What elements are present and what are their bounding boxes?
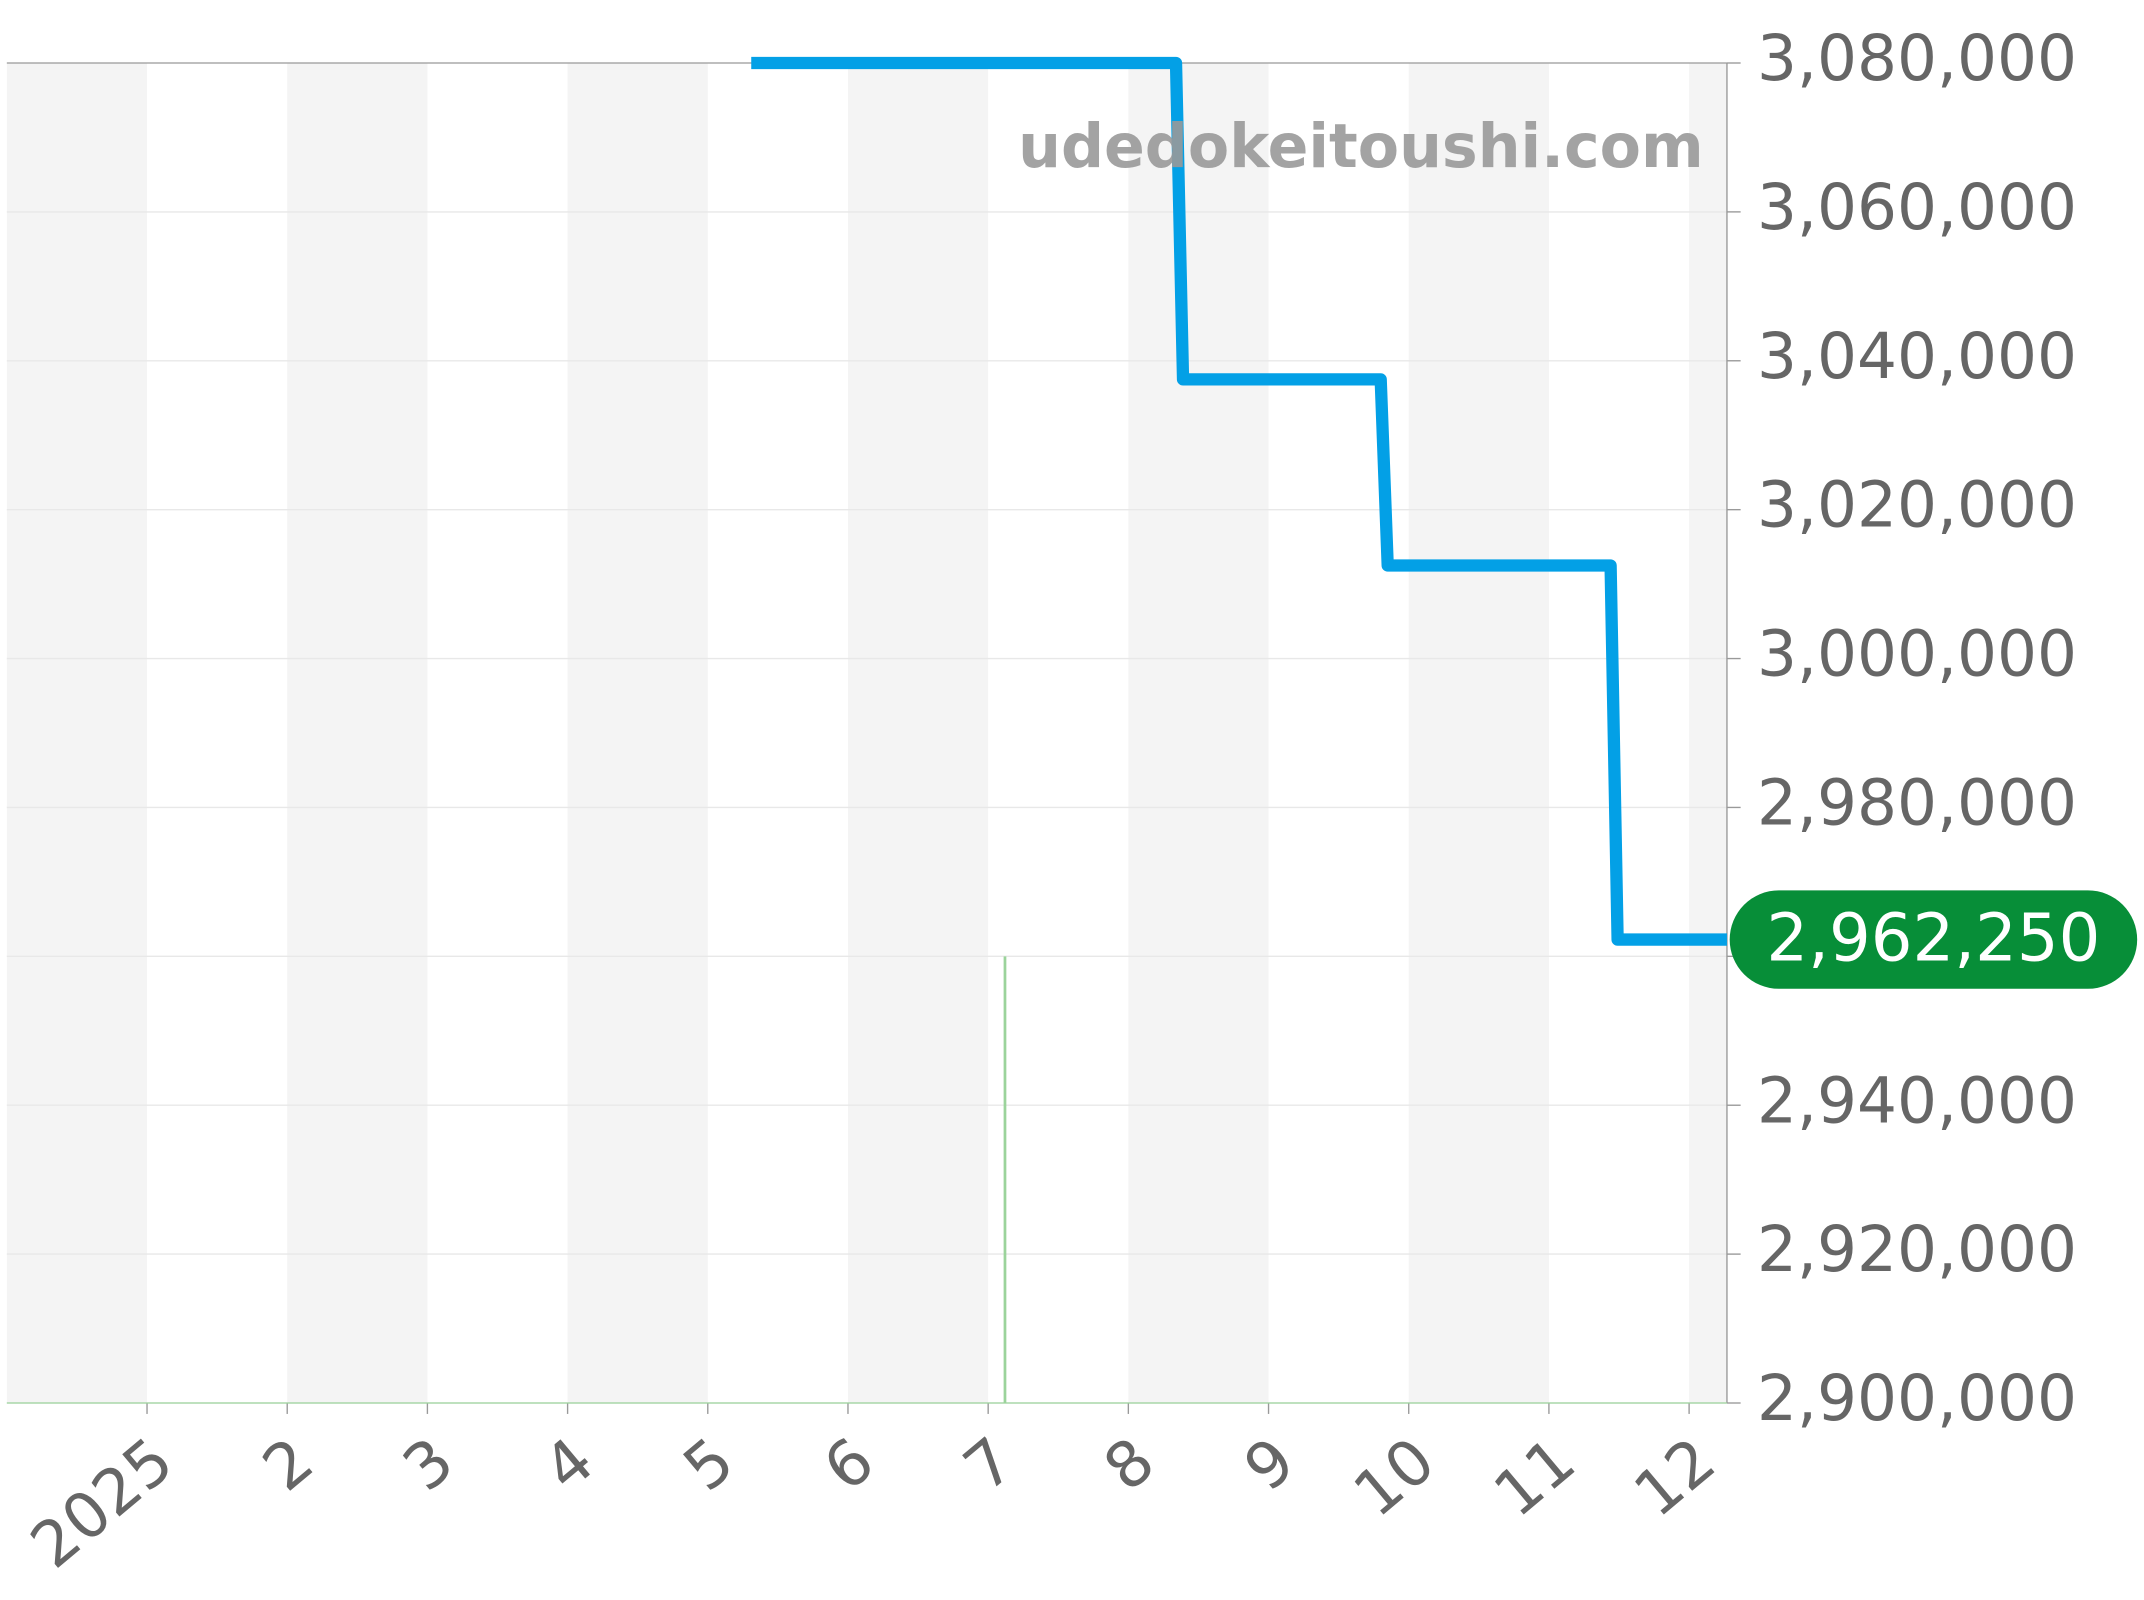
y-tick-label: 3,060,000	[1757, 171, 2077, 244]
x-tick-label: 6	[810, 1424, 888, 1506]
y-tick-label: 3,020,000	[1757, 469, 2077, 542]
x-tick-label: 4	[530, 1424, 608, 1506]
month-band	[1128, 63, 1269, 1403]
month-band	[847, 63, 989, 1403]
x-tick-label: 2	[249, 1424, 327, 1506]
last-value-badge	[1729, 890, 2138, 989]
month-band	[1689, 63, 1727, 1403]
watermark: udedokeitoushi.com	[1018, 112, 1704, 182]
y-tick-label: 3,080,000	[1757, 22, 2077, 95]
x-tick-label: 3	[390, 1424, 468, 1506]
x-tick-label: 10	[1340, 1424, 1448, 1531]
price-line	[751, 56, 1727, 946]
x-tick-label: 12	[1621, 1424, 1729, 1531]
x-tick-label: 5	[670, 1424, 748, 1506]
month-band	[6, 63, 148, 1403]
y-tick-label: 2,940,000	[1757, 1064, 2077, 1137]
y-tick-label: 2,920,000	[1757, 1213, 2077, 1286]
month-band	[567, 63, 708, 1403]
month-band	[1408, 63, 1549, 1403]
last-value-label: 2,962,250	[1766, 900, 2100, 976]
y-tick-label: 2,980,000	[1757, 767, 2077, 840]
y-tick-label: 2,900,000	[1757, 1362, 2077, 1435]
y-tick-label: 3,040,000	[1757, 320, 2077, 393]
x-tick-label: 2025	[17, 1424, 187, 1583]
x-tick-label: 8	[1091, 1424, 1169, 1506]
y-tick-label: 3,000,000	[1757, 618, 2077, 691]
x-tick-label: 7	[950, 1424, 1028, 1506]
x-tick-label: 11	[1480, 1424, 1588, 1531]
x-tick-label: 9	[1231, 1424, 1309, 1506]
month-band	[287, 63, 428, 1403]
